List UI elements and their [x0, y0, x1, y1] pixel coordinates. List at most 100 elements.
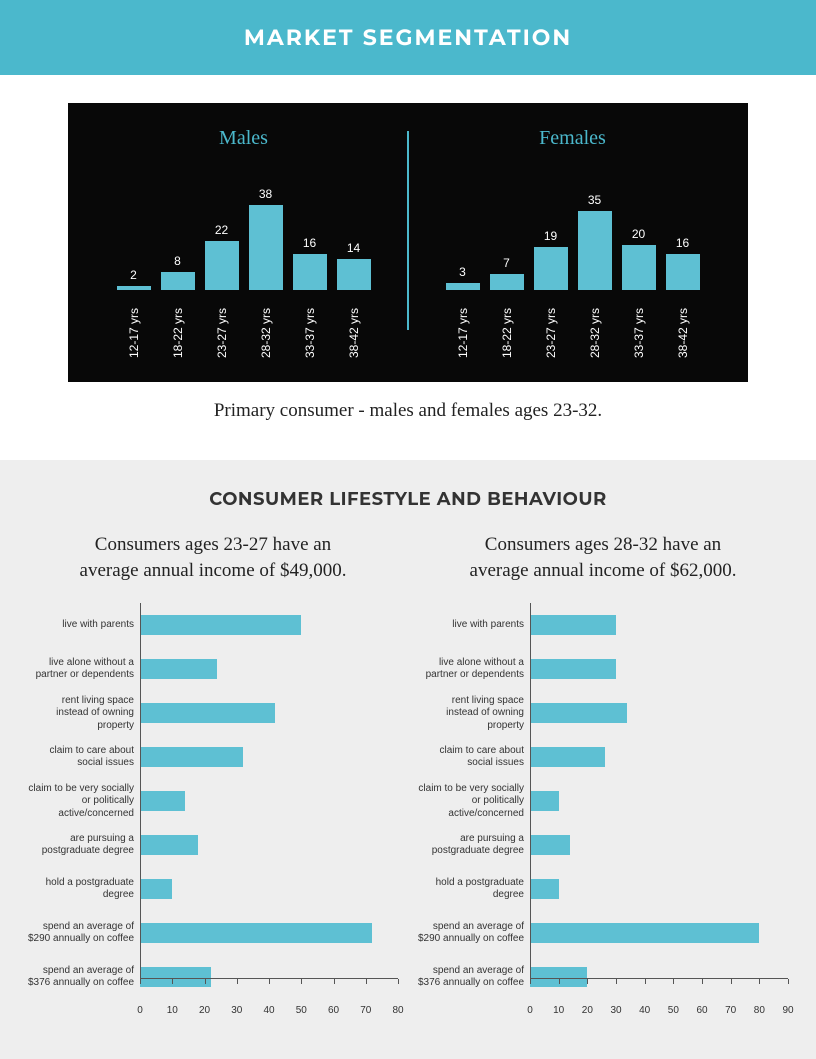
hbar-plot-area [530, 691, 788, 735]
hbar-row: live alone without a partner or dependen… [418, 647, 788, 691]
bar-value-label: 38 [259, 187, 272, 201]
hbar-row: are pursuing a postgraduate degree [28, 823, 398, 867]
hbar-row: rent living space instead of owning prop… [28, 691, 398, 735]
x-tick-label: 50 [296, 1005, 307, 1016]
x-tick-label: 10 [553, 1005, 564, 1016]
bar-category-label: 12-17 yrs [127, 298, 141, 358]
hbar-label: spend an average of $376 annually on cof… [28, 965, 140, 990]
demographics-series: Males212-17 yrs818-22 yrs2223-27 yrs3828… [86, 127, 401, 358]
hbar-label: are pursuing a postgraduate degree [28, 833, 140, 858]
bar [534, 247, 568, 290]
x-tick-mark [398, 979, 399, 984]
demographics-chart-panel: Males212-17 yrs818-22 yrs2223-27 yrs3828… [68, 103, 748, 382]
hbar-row: claim to care about social issues [28, 735, 398, 779]
bar-group: 3528-32 yrs [578, 193, 612, 358]
bar-group: 3828-32 yrs [249, 187, 283, 359]
hbar [140, 923, 372, 943]
x-tick-label: 70 [725, 1005, 736, 1016]
hbar-plot-area [530, 603, 788, 647]
hbar-label: rent living space instead of owning prop… [28, 695, 140, 733]
bar-group: 718-22 yrs [490, 256, 524, 358]
hbar-label: claim to be very socially or politically… [28, 783, 140, 821]
x-tick-label: 0 [137, 1005, 143, 1016]
hbar [140, 879, 172, 899]
x-tick-label: 80 [754, 1005, 765, 1016]
bar [117, 286, 151, 291]
x-tick-label: 60 [328, 1005, 339, 1016]
hbar-row: are pursuing a postgraduate degree [418, 823, 788, 867]
hbar [140, 703, 275, 723]
demographics-section: Males212-17 yrs818-22 yrs2223-27 yrs3828… [0, 75, 816, 442]
series-title: Females [539, 127, 606, 150]
hbar-plot-area [530, 911, 788, 955]
hbar-row: spend an average of $376 annually on cof… [418, 955, 788, 999]
hbar-plot-area [530, 735, 788, 779]
hbar [140, 967, 211, 987]
hbar-row: spend an average of $290 annually on cof… [418, 911, 788, 955]
hbar [530, 791, 559, 811]
hbar-plot-area [530, 955, 788, 999]
bar-group: 1438-42 yrs [337, 241, 371, 359]
bar-group: 2223-27 yrs [205, 223, 239, 359]
x-tick-label: 30 [610, 1005, 621, 1016]
bar-group: 19 23-27 yrs [534, 229, 568, 358]
hbar [530, 703, 627, 723]
column-head-line2: average annual income of $62,000. [470, 560, 737, 581]
x-tick-label: 60 [696, 1005, 707, 1016]
hbar-plot-area [140, 911, 398, 955]
hbar-row: hold a postgraduate degree [418, 867, 788, 911]
hbar-plot-area [140, 603, 398, 647]
x-tick-mark [788, 979, 789, 984]
bar-value-label: 14 [347, 241, 360, 255]
hbar [530, 835, 570, 855]
bar [249, 205, 283, 291]
bar-value-label: 19 [544, 229, 557, 243]
bar [205, 241, 239, 291]
hbar-row: spend an average of $290 annually on cof… [28, 911, 398, 955]
hbar-row: live alone without a partner or dependen… [28, 647, 398, 691]
bar-value-label: 20 [632, 227, 645, 241]
hbar-label: spend an average of $376 annually on cof… [418, 965, 530, 990]
bar-group: 1638-42 yrs [666, 236, 700, 358]
hbar-label: hold a postgraduate degree [418, 877, 530, 902]
horizontal-bar-chart: live with parentslive alone without a pa… [28, 603, 398, 1019]
bar [490, 274, 524, 290]
x-tick-label: 0 [527, 1005, 533, 1016]
hbar-plot-area [530, 779, 788, 823]
bar-category-label: 23-27 yrs [544, 298, 558, 358]
hbar [530, 615, 616, 635]
bar [293, 254, 327, 290]
lifestyle-column: Consumers ages 23-27 have anaverage annu… [28, 532, 398, 1019]
hbar-label: are pursuing a postgraduate degree [418, 833, 530, 858]
bar-value-label: 16 [303, 236, 316, 250]
bar-category-label: 18-22 yrs [500, 298, 514, 358]
series-divider [407, 131, 409, 330]
demographics-series: Females 3 12-17 yrs 718-22 yrs 19 23-27 yrs 35… [415, 127, 730, 358]
x-tick-label: 90 [782, 1005, 793, 1016]
x-tick-label: 40 [263, 1005, 274, 1016]
x-tick-labels: 0102030405060708090 [530, 999, 788, 1019]
hbar-row: live with parents [28, 603, 398, 647]
hbar-plot-area [530, 647, 788, 691]
bar-value-label: 3 [459, 265, 466, 279]
bar-category-label: 12-17 yrs [456, 298, 470, 358]
hbar-plot-area [140, 735, 398, 779]
hbar-plot-area [530, 823, 788, 867]
bar-group: 212-17 yrs [117, 268, 151, 359]
x-tick-label: 40 [639, 1005, 650, 1016]
hbar [140, 615, 301, 635]
hbar-label: rent living space instead of owning prop… [418, 695, 530, 733]
hbar [530, 967, 587, 987]
lifestyle-column: Consumers ages 28-32 have anaverage annu… [418, 532, 788, 1019]
lifestyle-columns: Consumers ages 23-27 have anaverage annu… [28, 532, 788, 1019]
bar [578, 211, 612, 290]
horizontal-bar-chart: live with parentslive alone without a pa… [418, 603, 788, 1019]
hbar-plot-area [530, 867, 788, 911]
bar-group: 818-22 yrs [161, 254, 195, 358]
hbar [140, 835, 198, 855]
bar-category-label: 33-37 yrs [632, 298, 646, 358]
bar-category-label: 38-42 yrs [676, 298, 690, 358]
hbar-row: live with parents [418, 603, 788, 647]
bar [622, 245, 656, 290]
lifestyle-section: CONSUMER LIFESTYLE AND BEHAVIOUR Consume… [0, 460, 816, 1059]
